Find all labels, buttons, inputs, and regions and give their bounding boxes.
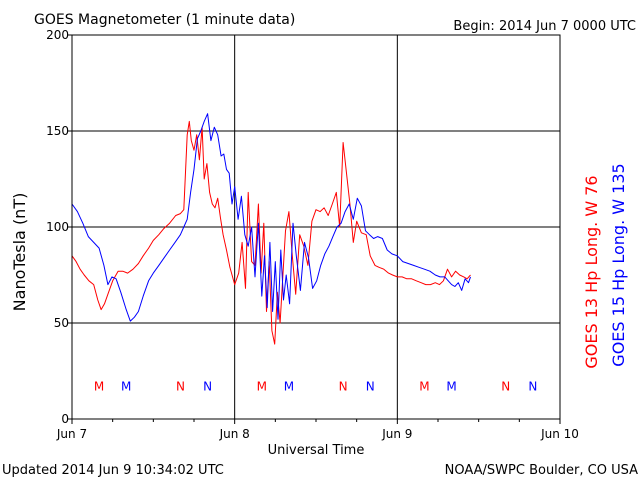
marker-n-6: N (339, 379, 348, 393)
marker-m-4: M (257, 379, 267, 393)
y-tick-label: 100 (46, 220, 69, 234)
y-tick-label: 0 (61, 412, 69, 426)
series-line-goes15 (71, 113, 471, 322)
x-tick-label: Jun 9 (381, 427, 412, 441)
marker-n-7: N (366, 379, 375, 393)
marker-n-2: N (176, 379, 185, 393)
y-axis-label: NanoTesla (nT) (10, 193, 29, 312)
legend-goes13: GOES 13 Hp Long. W 76 (582, 175, 601, 368)
marker-m-5: M (284, 379, 294, 393)
marker-n-10: N (501, 379, 510, 393)
y-tick-label: 150 (46, 124, 69, 138)
marker-m-0: M (94, 379, 104, 393)
x-tick-label: Jun 10 (540, 427, 579, 441)
marker-n-11: N (528, 379, 537, 393)
marker-n-3: N (203, 379, 212, 393)
grid (72, 35, 560, 419)
marker-m-9: M (446, 379, 456, 393)
credit-label: NOAA/SWPC Boulder, CO USA (445, 463, 638, 478)
y-tick-label: 50 (54, 316, 69, 330)
legend-goes15: GOES 15 Hp Long. W 135 (609, 163, 628, 366)
marker-m-8: M (419, 379, 429, 393)
x-tick-label: Jun 7 (56, 427, 87, 441)
updated-timestamp: Updated 2014 Jun 9 10:34:02 UTC (2, 463, 224, 478)
y-axis-ticks: 0 50 100 150 200 (46, 28, 72, 426)
y-tick-label: 200 (46, 28, 69, 42)
chart-title: GOES Magnetometer (1 minute data) (34, 12, 295, 28)
series-line-goes13 (71, 120, 471, 345)
x-tick-label: Jun 8 (219, 427, 250, 441)
begin-label: Begin: 2014 Jun 7 0000 UTC (453, 19, 636, 34)
marker-m-1: M (121, 379, 131, 393)
x-axis-ticks: Jun 7 Jun 8 Jun 9 Jun 10 (56, 419, 579, 441)
series-lines (71, 113, 471, 345)
x-axis-label: Universal Time (268, 443, 365, 458)
